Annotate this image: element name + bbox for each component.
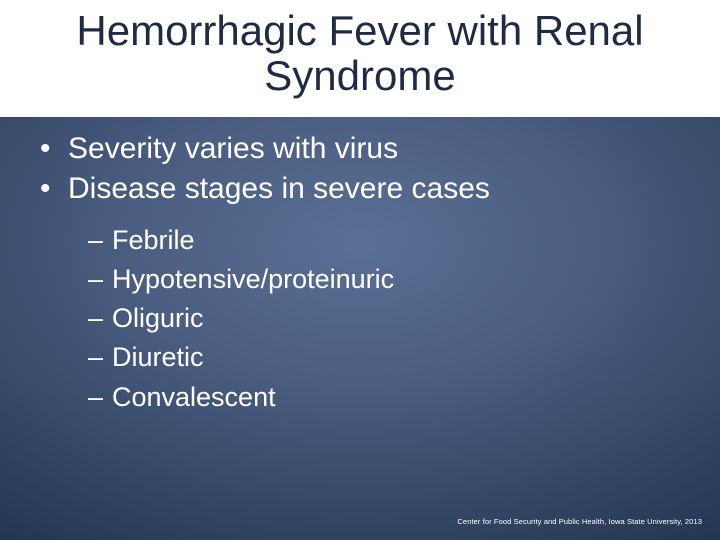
sub-list: – Febrile – Hypotensive/proteinuric – Ol… — [88, 221, 680, 417]
title-band: Hemorrhagic Fever with Renal Syndrome — [0, 0, 720, 117]
bullet-icon: • — [40, 170, 68, 208]
sub-item: – Febrile — [88, 221, 680, 260]
dash-icon: – — [88, 221, 112, 260]
sub-text: Diuretic — [112, 338, 204, 377]
dash-icon: – — [88, 338, 112, 377]
footer-text: Center for Food Security and Public Heal… — [457, 517, 702, 526]
bullet-text: Severity varies with virus — [68, 130, 398, 168]
slide: Hemorrhagic Fever with Renal Syndrome • … — [0, 0, 720, 540]
slide-body: • Severity varies with virus • Disease s… — [40, 130, 680, 417]
dash-icon: – — [88, 299, 112, 338]
bullet-text: Disease stages in severe cases — [68, 170, 490, 208]
bullet-item: • Disease stages in severe cases — [40, 170, 680, 208]
bullet-icon: • — [40, 130, 68, 168]
sub-item: – Hypotensive/proteinuric — [88, 260, 680, 299]
sub-text: Hypotensive/proteinuric — [112, 260, 394, 299]
dash-icon: – — [88, 260, 112, 299]
sub-text: Convalescent — [112, 378, 276, 417]
sub-item: – Convalescent — [88, 378, 680, 417]
sub-item: – Oliguric — [88, 299, 680, 338]
sub-item: – Diuretic — [88, 338, 680, 377]
dash-icon: – — [88, 378, 112, 417]
slide-title: Hemorrhagic Fever with Renal Syndrome — [0, 8, 720, 99]
sub-text: Oliguric — [112, 299, 204, 338]
sub-text: Febrile — [112, 221, 195, 260]
bullet-item: • Severity varies with virus — [40, 130, 680, 168]
